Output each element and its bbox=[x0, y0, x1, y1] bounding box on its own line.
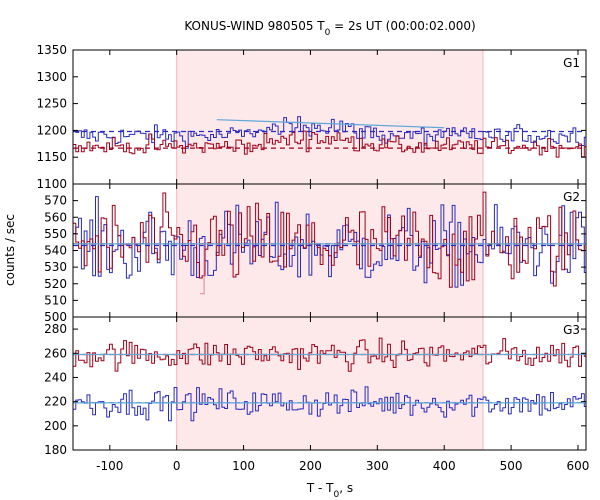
y-tick-label: 280 bbox=[44, 322, 67, 336]
x-tick-label: -100 bbox=[96, 459, 123, 473]
y-tick-label: 540 bbox=[44, 244, 67, 258]
y-tick-label: 200 bbox=[44, 419, 67, 433]
panel-g3: 180 200 220 240 260 280 G3 bbox=[44, 316, 587, 457]
y-axis-title: counts / sec bbox=[3, 214, 17, 286]
panel-g2: 500 510 520 530 540 550 560 570 G2 bbox=[44, 183, 587, 324]
y-tick-label: 520 bbox=[44, 277, 67, 291]
y-tick-label: 260 bbox=[44, 346, 67, 360]
y-tick-label: 510 bbox=[44, 293, 67, 307]
y-tick-label: 570 bbox=[44, 194, 67, 208]
x-tick-label: 600 bbox=[567, 459, 590, 473]
y-tick-label: 500 bbox=[44, 310, 67, 324]
x-tick-label: 400 bbox=[433, 459, 456, 473]
x-tick-label: 100 bbox=[232, 459, 255, 473]
chart-title: KONUS-WIND 980505 T0 = 2s UT (00:00:02.0… bbox=[184, 19, 475, 38]
x-axis-tick-labels: -100 0 100 200 300 400 500 600 bbox=[96, 459, 589, 473]
y-tick-label: 550 bbox=[44, 227, 67, 241]
y-tick-label: 560 bbox=[44, 210, 67, 224]
shaded-interval bbox=[176, 317, 483, 450]
series-red-g2 bbox=[73, 191, 586, 288]
y-tick-label: 1150 bbox=[36, 150, 67, 164]
y-tick-label: 1350 bbox=[36, 43, 67, 57]
x-tick-label: 200 bbox=[299, 459, 322, 473]
fit-line bbox=[216, 119, 445, 129]
series-blue-g1 bbox=[73, 116, 586, 149]
panel-label: G3 bbox=[563, 323, 580, 337]
y-tick-label: 240 bbox=[44, 370, 67, 384]
outlier-mark bbox=[200, 242, 205, 295]
series-red-g1 bbox=[73, 130, 586, 158]
shaded-interval bbox=[176, 50, 483, 184]
series-blue-g3 bbox=[73, 386, 586, 422]
panels: 1100 1150 1200 1250 1300 1350 G1 500 510 520 530 54… bbox=[36, 43, 587, 457]
panel-g1: 1100 1150 1200 1250 1300 1350 G1 bbox=[36, 43, 587, 191]
y-tick-label: 530 bbox=[44, 260, 67, 274]
x-axis-title: T - T0, s bbox=[306, 481, 353, 500]
y-tick-label: 220 bbox=[44, 395, 67, 409]
x-tick-label: 300 bbox=[366, 459, 389, 473]
series-blue-g2 bbox=[73, 196, 586, 288]
panel-label: G1 bbox=[563, 56, 580, 70]
y-tick-label: 1100 bbox=[36, 177, 67, 191]
panel-label: G2 bbox=[563, 190, 580, 204]
x-tick-label: 0 bbox=[173, 459, 181, 473]
panel-frame bbox=[72, 316, 587, 451]
y-tick-label: 180 bbox=[44, 443, 67, 457]
shaded-interval bbox=[176, 184, 483, 317]
series-red-g3 bbox=[73, 337, 586, 372]
y-tick-label: 1250 bbox=[36, 97, 67, 111]
x-tick-label: 500 bbox=[500, 459, 523, 473]
y-tick-label: 1300 bbox=[36, 70, 67, 84]
y-tick-label: 1200 bbox=[36, 123, 67, 137]
